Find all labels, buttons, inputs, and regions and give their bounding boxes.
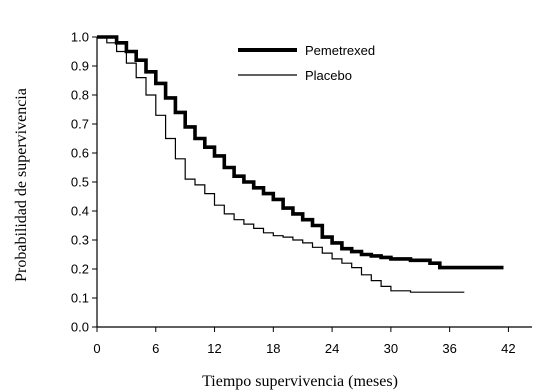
y-tick-label: 0.2 [71, 262, 89, 277]
y-tick-label: 0.0 [71, 320, 89, 335]
x-tick-label: 0 [93, 341, 100, 356]
y-tick-label: 1.0 [71, 30, 89, 45]
x-axis-title: Tiempo supervivencia (meses) [202, 373, 398, 390]
y-tick-label: 0.8 [71, 88, 89, 103]
legend-label-pemetrexed: Pemetrexed [305, 43, 375, 58]
y-tick-label: 0.9 [71, 59, 89, 74]
x-tick-label: 18 [266, 341, 280, 356]
x-tick-label: 30 [384, 341, 398, 356]
x-tick-label: 12 [207, 341, 221, 356]
y-tick-label: 0.1 [71, 291, 89, 306]
y-tick-label: 0.6 [71, 146, 89, 161]
series-group [97, 35, 504, 293]
y-tick-label: 0.5 [71, 175, 89, 190]
legend-label-placebo: Placebo [305, 68, 352, 83]
y-tick-label: 0.4 [71, 204, 89, 219]
x-tick-label: 42 [501, 341, 515, 356]
x-tick-label: 6 [152, 341, 159, 356]
series-line-placebo [97, 36, 465, 293]
x-ticks-group: 0 6 12 18 24 30 36 42 [93, 327, 516, 356]
x-tick-label: 24 [325, 341, 339, 356]
series-line-pemetrexed [97, 35, 504, 270]
legend: Pemetrexed Placebo [238, 43, 375, 83]
x-tick-label: 36 [442, 341, 456, 356]
y-tick-label: 0.7 [71, 117, 89, 132]
y-axis-title: Probabilidad de supervivencia [13, 88, 30, 282]
y-ticks-group: 0.0 0.1 0.2 0.3 0.4 0.5 0.6 0.7 0.8 0.9 1.0 [71, 30, 97, 335]
y-tick-label: 0.3 [71, 233, 89, 248]
